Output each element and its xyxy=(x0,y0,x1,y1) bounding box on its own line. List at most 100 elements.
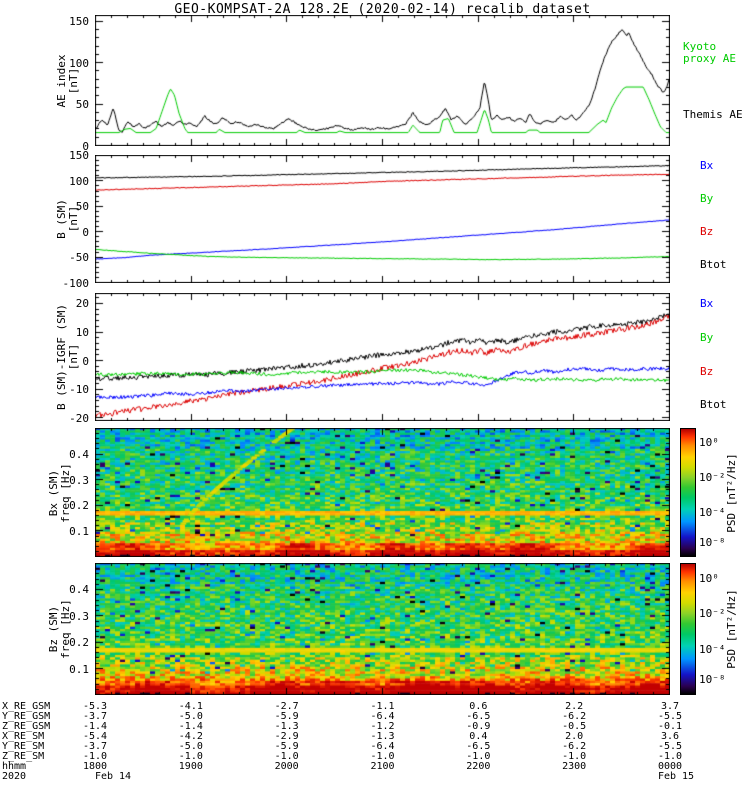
ephemeris-value: -6.2 xyxy=(562,711,587,722)
y-tick-label: -20 xyxy=(69,412,89,426)
y-tick-label: -50 xyxy=(69,251,89,265)
ephemeris-value: 3.6 xyxy=(660,731,680,742)
ephemeris-value: -1.0 xyxy=(274,751,299,762)
ephemeris-value: -1.3 xyxy=(370,731,395,742)
y-axis-label-ae-index: AE index [nT] xyxy=(55,6,80,156)
y-axis-label-line2: [nT] xyxy=(67,205,80,233)
ephemeris-value: 0.4 xyxy=(469,731,488,742)
ephemeris-value: 1900 xyxy=(178,761,203,772)
ephemeris-value: -5.3 xyxy=(82,701,108,712)
ephemeris-value: -1.4 xyxy=(82,721,108,732)
ephemeris-value: 2.2 xyxy=(565,701,584,712)
y-tick-label: 50 xyxy=(75,200,89,214)
ephemeris-value: -0.1 xyxy=(657,721,683,732)
ephemeris-row-label: X_RE_SM xyxy=(2,731,45,742)
ephemeris-value: -5.5 xyxy=(657,711,683,722)
y-tick-label: -100 xyxy=(62,277,90,290)
legend-label-themis-ae: Themis AE xyxy=(683,108,743,121)
ephemeris-row-label: X_RE_GSM xyxy=(2,701,51,712)
ephemeris-value: 3.7 xyxy=(660,701,680,712)
ephemeris-row-label: Y_RE_GSM xyxy=(2,711,51,722)
legend-label-proxy-ae: proxy AE xyxy=(683,52,736,65)
ephemeris-value: -1.0 xyxy=(370,751,395,762)
ephemeris-value: 2000 xyxy=(274,761,299,772)
legend-label-by: By xyxy=(700,192,714,205)
y-axis-label-bx-spectrogram: Bx (SM) freq [Hz] xyxy=(47,418,72,568)
psd-axis-label: PSD [nT²/Hz] xyxy=(725,589,738,669)
y-tick-label: 150 xyxy=(69,14,89,28)
ephemeris-value: -5.0 xyxy=(178,741,203,752)
colorbar-tick-label: 10⁻⁸ xyxy=(699,535,726,549)
b-sm-panel-canvas xyxy=(95,155,670,283)
colorbar-tick-label: 10⁻² xyxy=(699,471,726,485)
colorbar-tick-label: 10⁰ xyxy=(699,571,719,585)
ephemeris-value: -6.4 xyxy=(370,741,395,752)
ephemeris-value: -1.1 xyxy=(370,701,395,712)
y-axis-label-b-sm: B (SM) [nT] xyxy=(55,144,80,294)
ephemeris-value: -1.0 xyxy=(562,751,587,762)
ephemeris-value: -1.4 xyxy=(178,721,203,732)
legend-label-bz: Bz xyxy=(700,365,714,378)
colorbar-tick-label: 10⁻⁸ xyxy=(699,673,726,687)
ephemeris-row-label: Z_RE_GSM xyxy=(2,721,51,732)
ephemeris-value: -6.4 xyxy=(370,711,395,722)
y-tick-label: 10 xyxy=(75,325,89,339)
date-end-label: Feb 15 xyxy=(657,771,695,782)
colorbar-tick-label: 10⁻⁴ xyxy=(699,643,726,657)
ephemeris-value: 0.6 xyxy=(469,701,488,712)
ephemeris-value: -5.5 xyxy=(657,741,683,752)
colorbar-tick-label: 10⁻² xyxy=(699,607,726,621)
ephemeris-value: -1.0 xyxy=(466,751,491,762)
legend-label-bx: Bx xyxy=(700,297,714,310)
legend-label-kyoto: Kyoto xyxy=(683,40,717,53)
b-sm-igrf-panel-canvas xyxy=(95,293,670,421)
y-tick-label: 0 xyxy=(82,354,89,368)
ephemeris-value: -5.9 xyxy=(274,711,299,722)
y-tick-label: 0 xyxy=(82,140,89,153)
y-axis-label-bz-spectrogram: Bz (SM) freq [Hz] xyxy=(47,554,72,704)
ephemeris-value: -2.9 xyxy=(274,731,299,742)
bx-spectrogram-canvas xyxy=(95,428,670,557)
ephemeris-value: -3.7 xyxy=(82,711,108,722)
ephemeris-value: -1.2 xyxy=(370,721,395,732)
ephemeris-value: 2300 xyxy=(562,761,587,772)
y-tick-label: 0.3 xyxy=(69,609,89,623)
y-tick-label: -10 xyxy=(69,383,89,397)
y-axis-label-line2: freq [Hz] xyxy=(59,599,72,659)
figure-title: GEO-KOMPSAT-2A 128.2E (2020-02-14) recal… xyxy=(174,2,591,17)
psd-axis-label: PSD [nT²/Hz] xyxy=(725,452,738,533)
psd-colorbar-bx xyxy=(680,428,696,557)
colorbar-tick-label: 10⁰ xyxy=(699,436,719,450)
ephemeris-value: -5.9 xyxy=(274,741,299,752)
y-tick-label: 100 xyxy=(69,56,89,70)
legend-label-bx: Bx xyxy=(700,159,714,172)
year-label: 2020 xyxy=(2,771,27,782)
psd-colorbar-bz xyxy=(680,563,696,695)
y-tick-label: 150 xyxy=(69,149,89,162)
ephemeris-value: 1800 xyxy=(82,761,108,772)
ephemeris-row-label: hhmm xyxy=(2,761,27,772)
ephemeris-value: -3.7 xyxy=(82,741,108,752)
ae-index-panel-canvas xyxy=(95,15,670,146)
ephemeris-row-label: Y_RE_SM xyxy=(2,741,45,752)
ephemeris-value: -6.5 xyxy=(466,741,491,752)
ephemeris-value: -6.5 xyxy=(466,711,491,722)
y-tick-label: 0.3 xyxy=(69,473,89,487)
y-tick-label: 20 xyxy=(75,297,89,311)
ephemeris-value: -5.0 xyxy=(178,711,203,722)
y-tick-label: 0.1 xyxy=(69,525,89,539)
legend-label-bz: Bz xyxy=(700,225,714,238)
legend-label-btot: Btot xyxy=(700,398,727,411)
date-start-label: Feb 14 xyxy=(94,771,132,782)
ephemeris-value: -4.1 xyxy=(178,701,203,712)
legend-label-btot: Btot xyxy=(700,258,727,271)
ephemeris-value: -1.0 xyxy=(82,751,108,762)
y-axis-label-line2: [nT] xyxy=(67,67,80,94)
ephemeris-value: 2.0 xyxy=(565,731,584,742)
ephemeris-value: -0.9 xyxy=(466,721,491,732)
ephemeris-row-label: Z_RE_SM xyxy=(2,751,45,762)
ephemeris-value: -1.0 xyxy=(178,751,203,762)
y-tick-label: 0.4 xyxy=(69,447,89,461)
ephemeris-value: 2100 xyxy=(370,761,395,772)
